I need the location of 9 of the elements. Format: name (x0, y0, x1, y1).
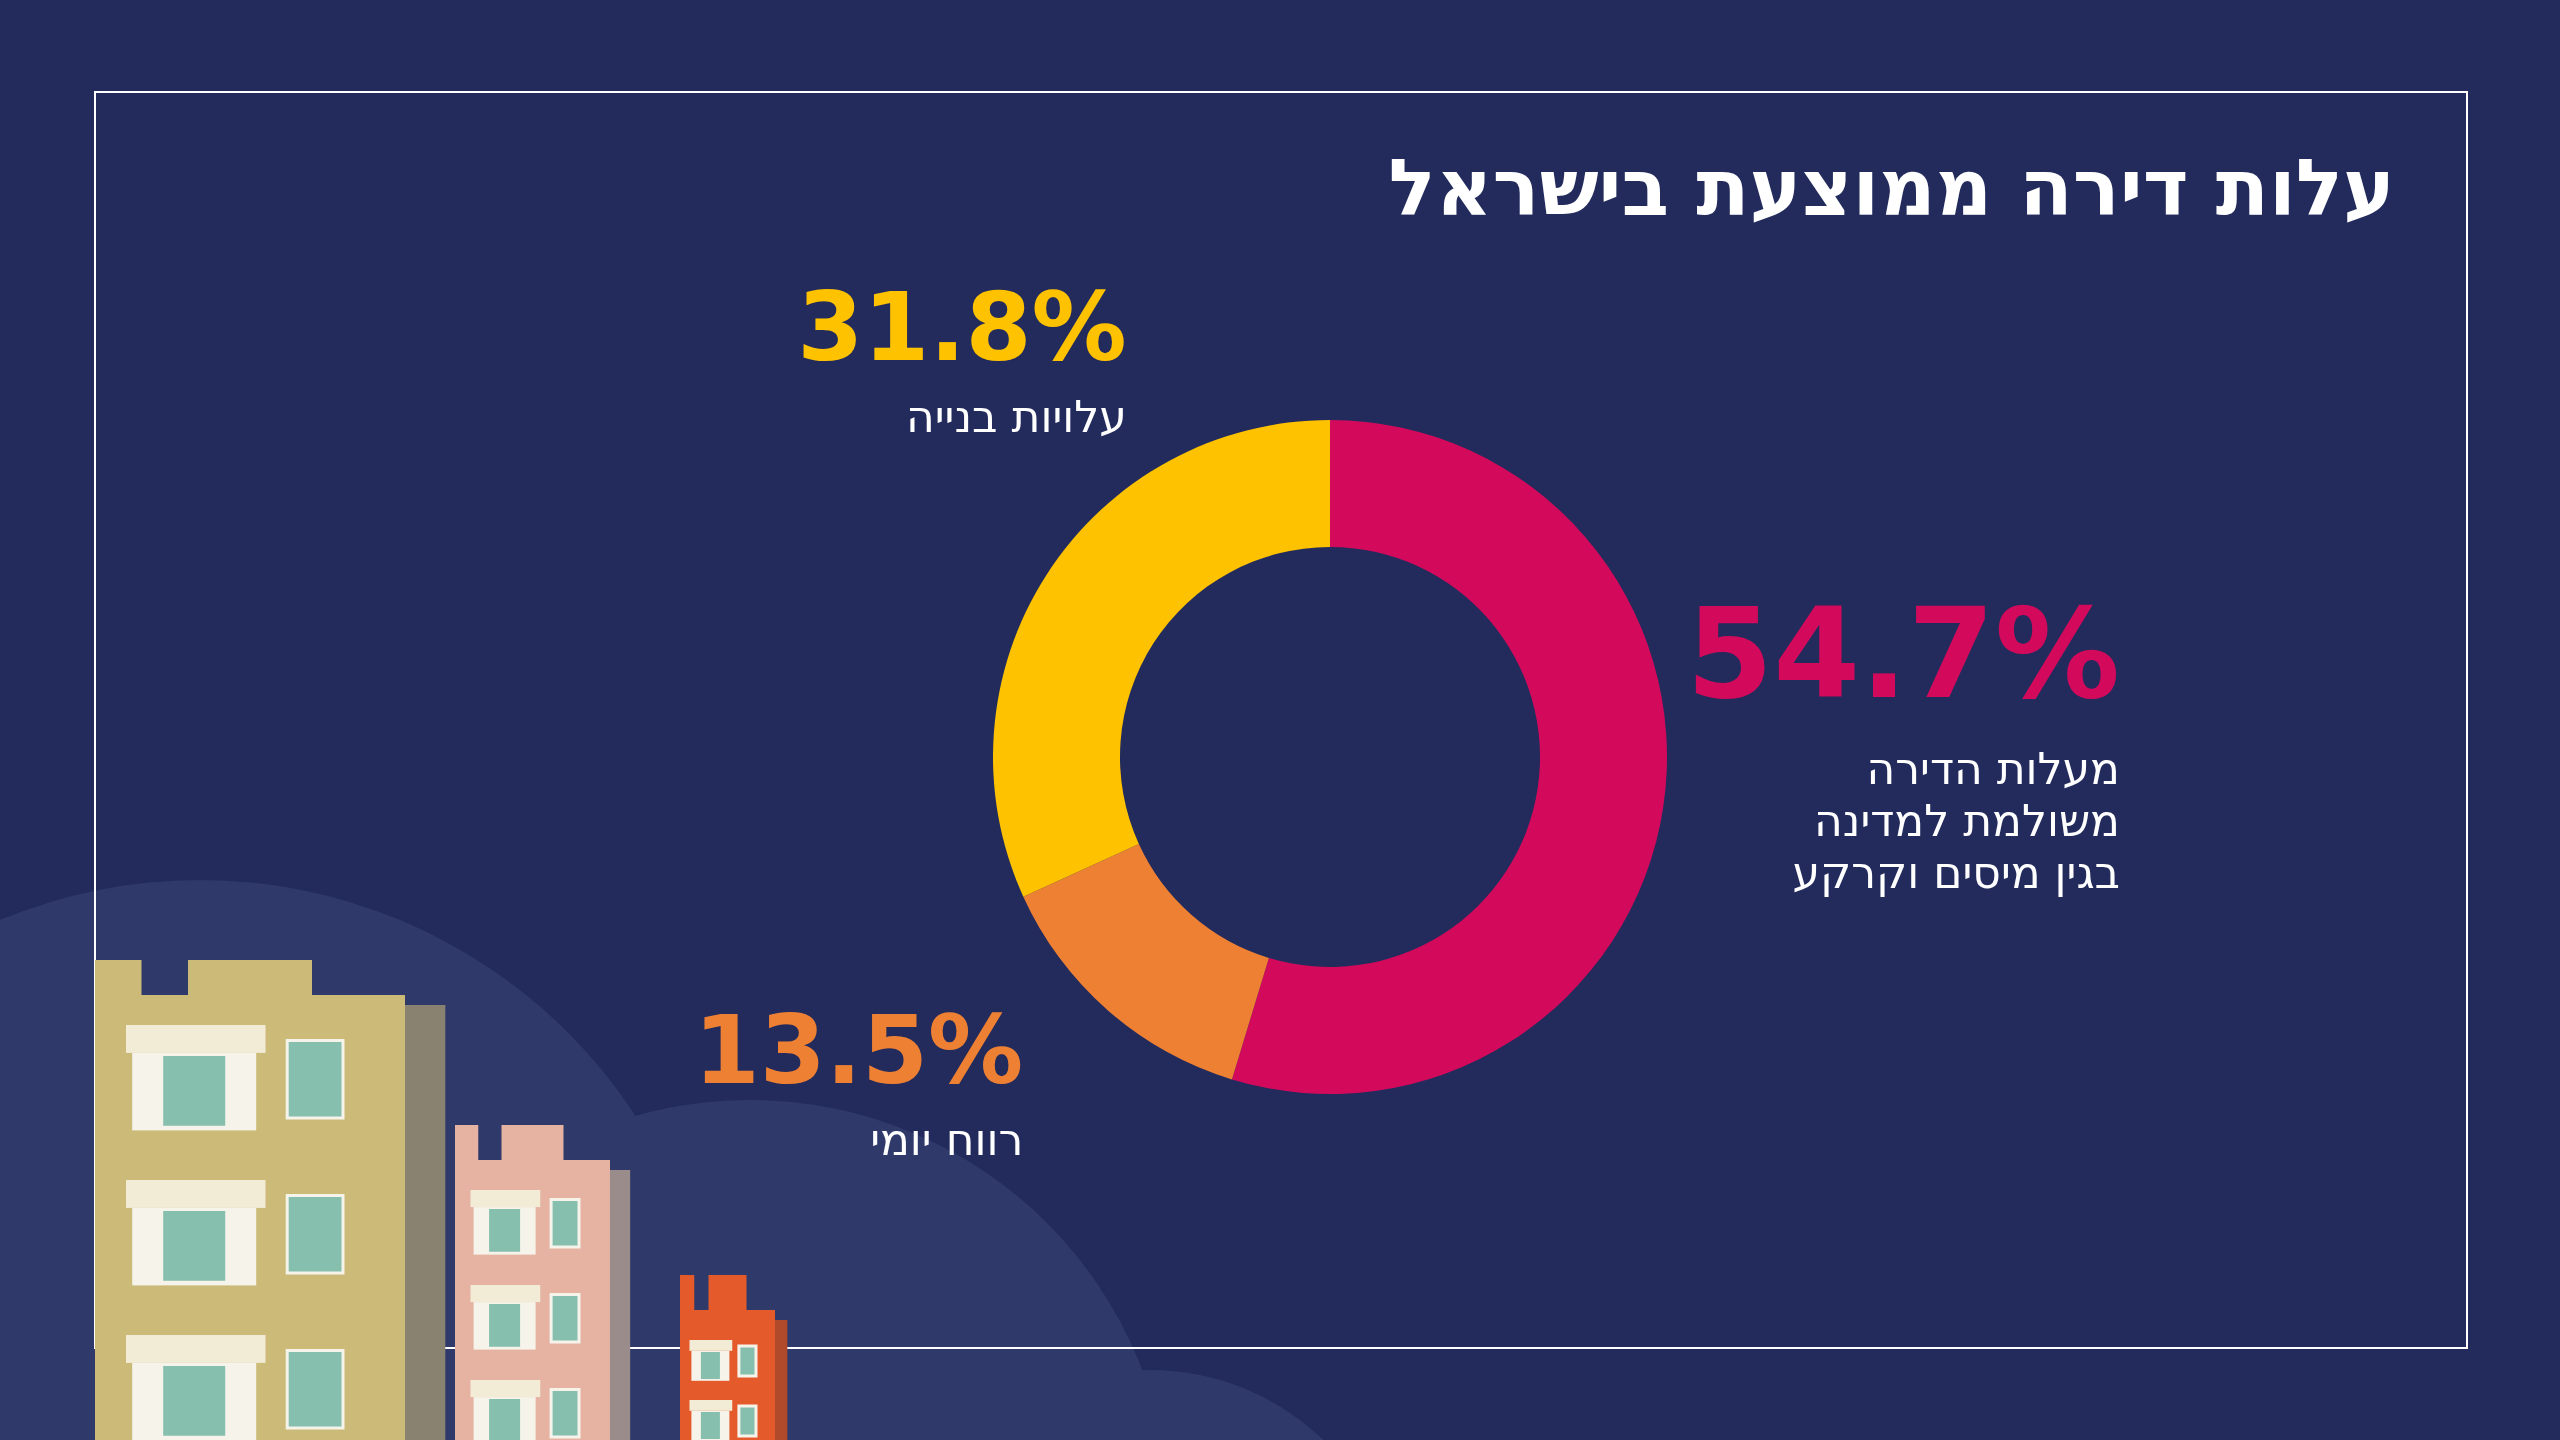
slice-label: מעלות הדירה משולמת למדינה בגין מיסים וקרקע (1792, 743, 2120, 898)
donut-slice (1231, 420, 1667, 1094)
chart-title: עלות דירה ממוצעת בישראל (1388, 143, 2395, 233)
slice-label: רווח יומי (870, 1113, 1024, 1165)
data-label: 54.7% (1686, 581, 2120, 726)
donut-slice (1023, 844, 1269, 1080)
data-label: 13.5% (693, 994, 1024, 1105)
slice-label: עלויות בנייה (906, 390, 1127, 442)
data-label: 31.8% (797, 271, 1127, 382)
